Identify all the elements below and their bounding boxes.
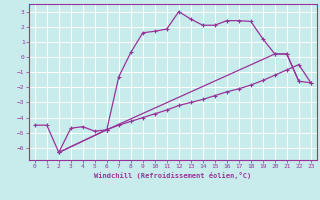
X-axis label: Windchill (Refroidissement éolien,°C): Windchill (Refroidissement éolien,°C) bbox=[94, 172, 252, 179]
